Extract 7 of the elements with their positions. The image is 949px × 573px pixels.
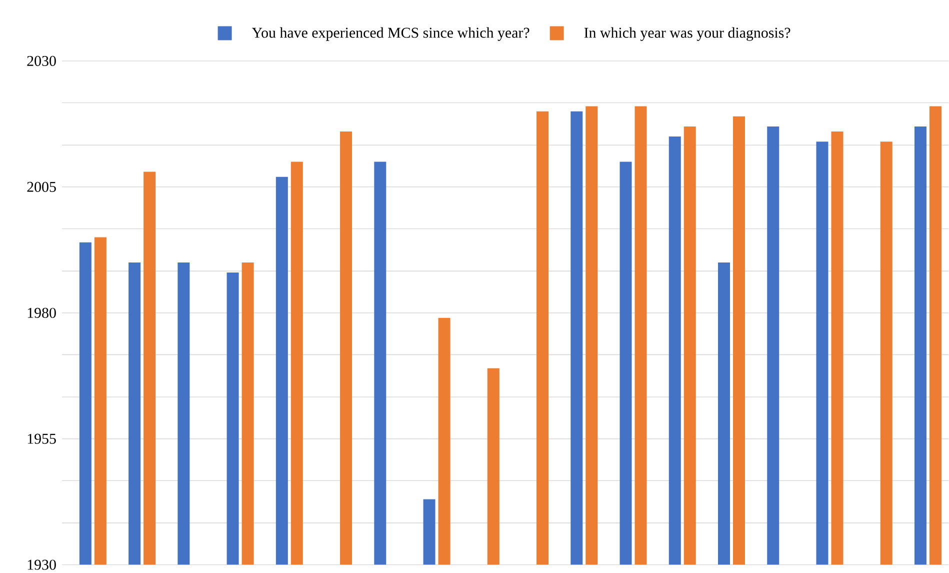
y-tick-label: 1955 bbox=[28, 434, 56, 444]
y-tick-label: 1980 bbox=[28, 308, 56, 318]
legend-label: In which year was your diagnosis? bbox=[584, 27, 790, 41]
y-tick-label: 1930 bbox=[28, 560, 56, 570]
y-tick-label: 2030 bbox=[27, 56, 56, 66]
legend-label: You have experienced MCS since which year? bbox=[252, 27, 530, 41]
y-tick-label: 2005 bbox=[27, 182, 56, 192]
